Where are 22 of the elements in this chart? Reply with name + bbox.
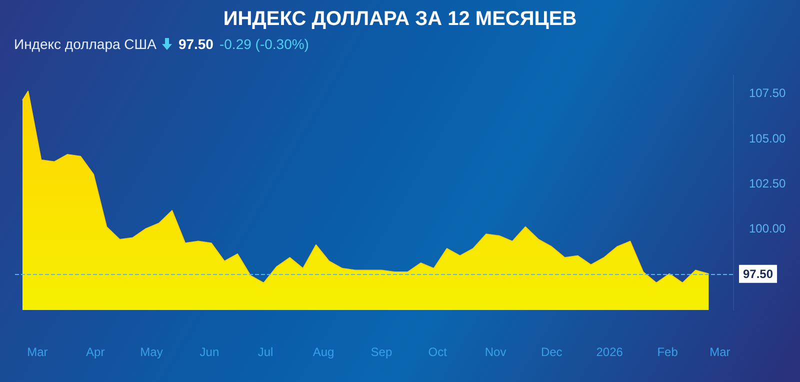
x-tick-label: Mar	[27, 345, 48, 359]
x-tick-label: Jul	[258, 345, 274, 359]
ref-line-label: 97.50	[743, 266, 774, 281]
x-tick-label: Jun	[200, 345, 220, 359]
x-tick-label: Mar	[710, 345, 730, 359]
chart-subtitle: Индекс доллара США	[14, 36, 156, 52]
y-tick-label: 100.00	[749, 222, 786, 236]
x-tick-label: Feb	[657, 345, 678, 359]
x-tick-label: Sep	[370, 345, 392, 359]
x-tick-label: Apr	[86, 345, 105, 359]
x-tick-label: Aug	[312, 345, 334, 359]
chart-title: ИНДЕКС ДОЛЛАРА ЗА 12 МЕСЯЦЕВ	[222, 8, 578, 31]
x-tick-label: 2026	[596, 345, 624, 359]
x-tick-label: Dec	[540, 345, 562, 359]
x-tick-label: May	[140, 345, 163, 359]
x-tick-label: Oct	[428, 345, 448, 359]
y-tick-label: 105.00	[749, 131, 786, 146]
y-tick-label: 102.50	[749, 176, 786, 190]
y-tick-label: 107.50	[749, 86, 786, 100]
x-tick-label: Nov	[484, 345, 506, 359]
text: 97.50	[178, 36, 214, 52]
text: -0.29 (-0.30%)	[219, 36, 309, 52]
